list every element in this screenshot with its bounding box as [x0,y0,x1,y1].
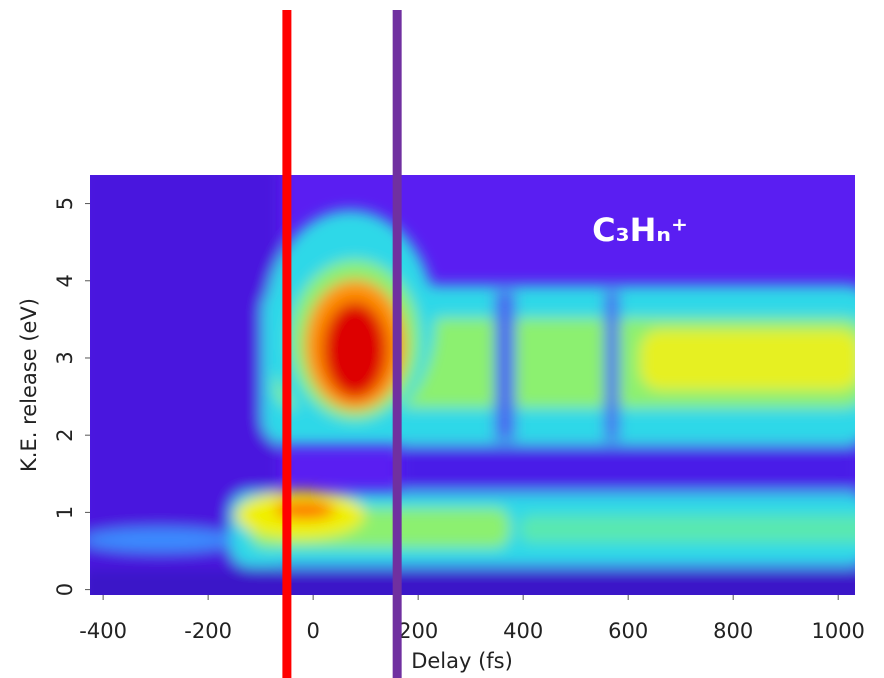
y-tick-label: 2 [53,428,77,441]
y-tick-label: 1 [53,506,77,519]
y-tick-label: 3 [53,351,77,364]
annotation: C₃Hₙ⁺ [592,211,688,249]
y-tick-label: 4 [53,274,77,287]
y-tick-label: 5 [53,197,77,210]
x-tick-label: 600 [608,619,648,643]
x-tick-label: 400 [503,619,543,643]
y-axis-label: K.E. release (eV) [17,298,41,472]
x-tick-label: 800 [713,619,753,643]
heatmap [90,175,855,595]
x-tick-label: 0 [306,619,319,643]
y-tick-label: 0 [53,583,77,596]
x-axis-label: Delay (fs) [411,649,513,673]
x-tick-label: -400 [79,619,127,643]
x-tick-label: -200 [184,619,232,643]
x-tick-label: 1000 [811,619,864,643]
x-tick-label: 200 [398,619,438,643]
